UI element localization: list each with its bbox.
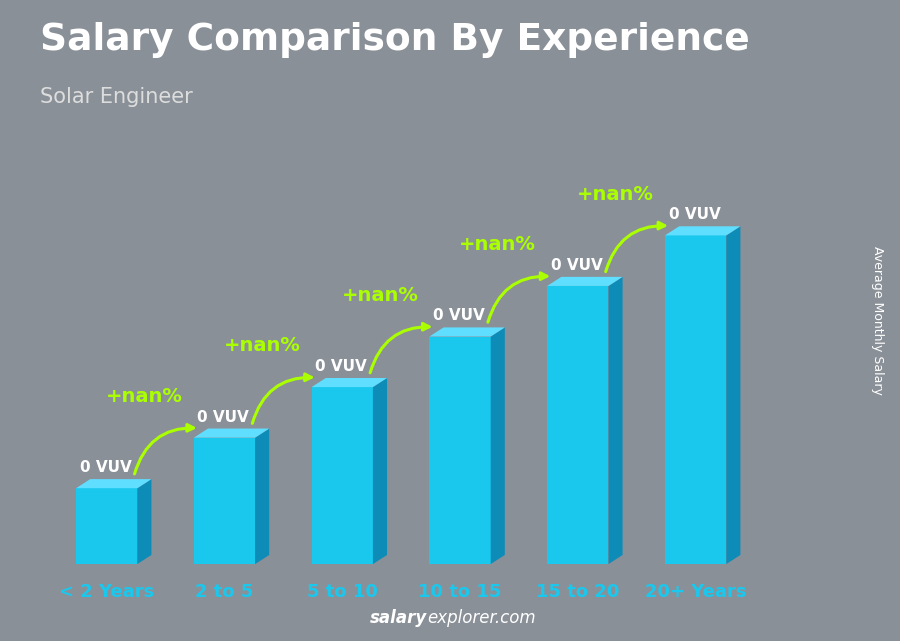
Polygon shape — [194, 429, 269, 438]
Polygon shape — [255, 429, 269, 564]
Text: Salary Comparison By Experience: Salary Comparison By Experience — [40, 22, 751, 58]
Polygon shape — [547, 277, 623, 286]
Text: 0 VUV: 0 VUV — [79, 460, 131, 475]
Text: 15 to 20: 15 to 20 — [536, 583, 619, 601]
Text: 0 VUV: 0 VUV — [433, 308, 485, 323]
Text: < 2 Years: < 2 Years — [59, 583, 154, 601]
Polygon shape — [665, 226, 741, 235]
Text: +nan%: +nan% — [106, 387, 183, 406]
Text: salary: salary — [370, 609, 428, 627]
Polygon shape — [429, 337, 490, 564]
Polygon shape — [194, 438, 255, 564]
Text: explorer.com: explorer.com — [428, 609, 536, 627]
Text: +nan%: +nan% — [459, 235, 536, 254]
Polygon shape — [547, 286, 608, 564]
Text: +nan%: +nan% — [224, 337, 301, 355]
Polygon shape — [311, 378, 387, 387]
Text: 0 VUV: 0 VUV — [197, 410, 249, 424]
Text: 10 to 15: 10 to 15 — [418, 583, 501, 601]
Text: +nan%: +nan% — [341, 286, 419, 304]
Text: Solar Engineer: Solar Engineer — [40, 87, 194, 106]
Polygon shape — [429, 328, 505, 337]
Text: 0 VUV: 0 VUV — [669, 207, 720, 222]
Text: 2 to 5: 2 to 5 — [195, 583, 254, 601]
Polygon shape — [608, 277, 623, 564]
Text: 0 VUV: 0 VUV — [315, 359, 367, 374]
Text: Average Monthly Salary: Average Monthly Salary — [871, 246, 884, 395]
Text: +nan%: +nan% — [577, 185, 654, 204]
Polygon shape — [76, 479, 151, 488]
Text: 20+ Years: 20+ Years — [645, 583, 746, 601]
Polygon shape — [138, 479, 151, 564]
Polygon shape — [311, 387, 373, 564]
Polygon shape — [76, 488, 138, 564]
Text: 0 VUV: 0 VUV — [551, 258, 602, 273]
Polygon shape — [491, 328, 505, 564]
Polygon shape — [726, 226, 741, 564]
Text: 5 to 10: 5 to 10 — [307, 583, 378, 601]
Polygon shape — [373, 378, 387, 564]
Polygon shape — [665, 235, 726, 564]
